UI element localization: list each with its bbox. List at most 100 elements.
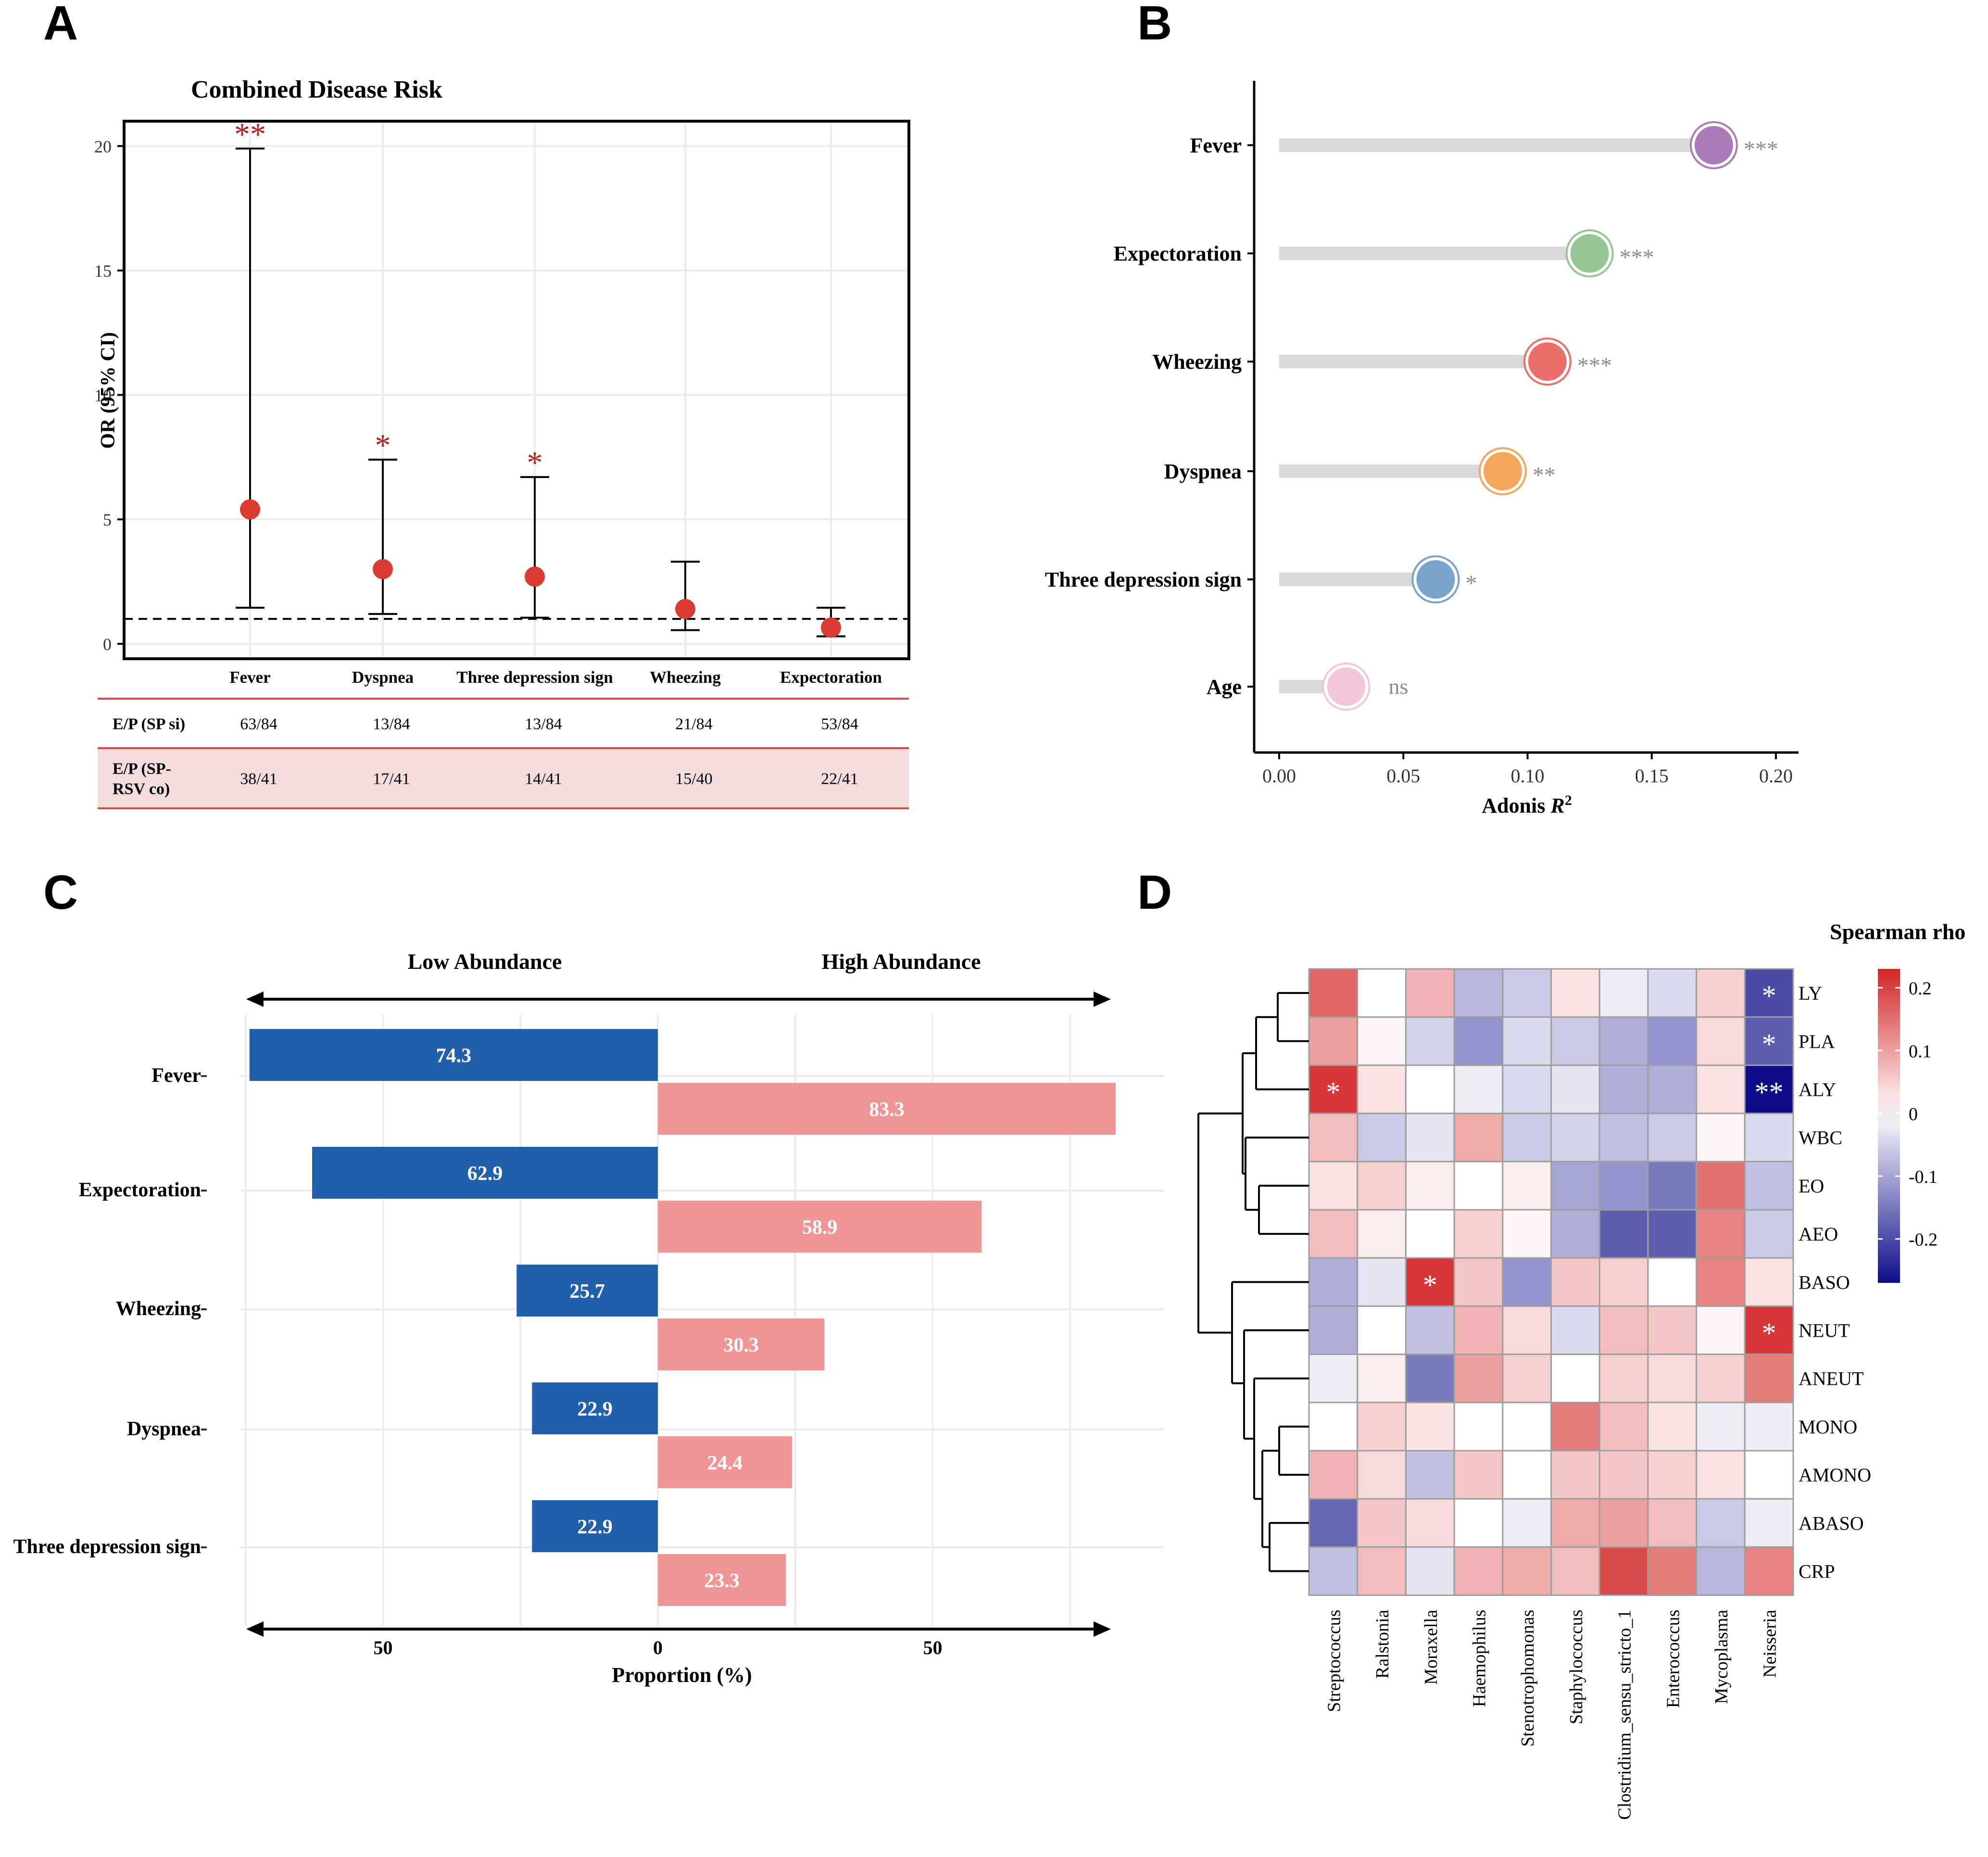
heatmap-cell-pla-staphylococcus [1550, 1016, 1600, 1066]
heatmap-cell-aeo-neisseria [1744, 1209, 1794, 1259]
heatmap-cell-neut-haemophilus [1453, 1305, 1504, 1355]
heatmap-sig-baso-moraxella: * [1423, 1269, 1437, 1301]
y-label-three-depression-sign: Three depression sign [1045, 568, 1242, 591]
row-label-crp: CRP [1799, 1561, 1835, 1582]
heatmap-cell-crp-clostridium-sensu-stricto-1 [1598, 1546, 1649, 1596]
bar-high-dyspnea [658, 1436, 792, 1488]
col-label-haemophilus: Haemophilus [1469, 1610, 1489, 1707]
heatmap-cell-aeo-enterococcus [1647, 1209, 1698, 1259]
heatmap-cell-aly-neisseria [1744, 1064, 1794, 1115]
table-cell-expectoration: 22/41 [821, 770, 858, 788]
heatmap-cell-neut-streptococcus [1308, 1305, 1359, 1355]
bar-low-fever [249, 1029, 658, 1081]
heatmap-cell-pla-clostridium-sensu-stricto-1 [1598, 1016, 1649, 1066]
heatmap-cell-aly-enterococcus [1647, 1064, 1698, 1115]
heatmap-cell-aneut-stenotrophomonas [1502, 1354, 1552, 1404]
heatmap-cell-crp-neisseria [1744, 1546, 1794, 1596]
heatmap-cell-eo-staphylococcus [1550, 1161, 1600, 1211]
col-label-staphylococcus: Staphylococcus [1566, 1610, 1586, 1725]
lollipop-point-age [1327, 667, 1366, 706]
heatmap-cell-pla-streptococcus [1308, 1016, 1359, 1066]
heatmap-cell-baso-clostridium-sensu-stricto-1 [1598, 1257, 1649, 1307]
lollipop-stem-three-depression-sign [1279, 573, 1436, 586]
lollipop-point-expectoration [1570, 234, 1609, 273]
col-label-mycoplasma: Mycoplasma [1711, 1609, 1732, 1704]
heatmap-cell-eo-ralstonia [1357, 1161, 1407, 1211]
heatmap-cell-aneut-neisseria [1744, 1354, 1794, 1404]
panel-label-b: B [1137, 0, 1172, 50]
heatmap-cell-ly-staphylococcus [1550, 968, 1600, 1018]
table-row-header: E/P (SP si) [113, 715, 185, 733]
heatmap-cell-pla-neisseria [1744, 1016, 1794, 1066]
panel-a-title: Combined Disease Risk [191, 76, 442, 103]
table-cell-fever: 63/84 [240, 715, 277, 733]
panel-a-odds-ratio-chart: Combined Disease Risk ** Fever * Dyspnea * Thr… [94, 76, 910, 809]
heatmap-cell-baso-mycoplasma [1696, 1257, 1746, 1307]
heatmap-cell-baso-stenotrophomonas [1502, 1257, 1552, 1307]
bar-high-fever [658, 1083, 1116, 1135]
table-cell-three-depression-sign: 13/84 [525, 715, 562, 733]
panel-c-bottom-arrow-head-right [1094, 1621, 1111, 1637]
x-tick-label-wheezing: Wheezing [650, 668, 721, 687]
heatmap-cell-abaso-clostridium-sensu-stricto-1 [1598, 1498, 1649, 1548]
heatmap-cell-neut-clostridium-sensu-stricto-1 [1598, 1305, 1649, 1355]
heatmap-cell-wbc-neisseria [1744, 1113, 1794, 1163]
row-label-abaso: ABASO [1799, 1512, 1864, 1534]
table-cell-fever: 38/41 [240, 770, 277, 788]
y-label-wheezing: Wheezing [1152, 350, 1242, 374]
heatmap-cell-wbc-mycoplasma [1696, 1113, 1746, 1163]
heatmap-cell-aly-ralstonia [1357, 1064, 1407, 1115]
col-label-ralstonia: Ralstonia [1372, 1609, 1393, 1679]
heatmap-cell-mono-haemophilus [1453, 1402, 1504, 1452]
heatmap-cell-aneut-moraxella [1405, 1354, 1455, 1404]
heatmap-cell-neut-stenotrophomonas [1502, 1305, 1552, 1355]
panel-c-x-axis-label: Proportion (%) [612, 1663, 752, 1687]
significance-wheezing: *** [1577, 353, 1612, 378]
bar-low-three-depression-sign [532, 1500, 658, 1552]
heatmap-cell-aneut-enterococcus [1647, 1354, 1698, 1404]
heatmap-cell-baso-ralstonia [1357, 1257, 1407, 1307]
panel-a-plot-bg [124, 121, 909, 659]
legend-colorbar [1878, 969, 1900, 1283]
panel-label-c: C [43, 866, 78, 919]
heatmap-cell-aly-staphylococcus [1550, 1064, 1600, 1115]
heatmap-cell-abaso-haemophilus [1453, 1498, 1504, 1548]
heatmap-cell-aeo-mycoplasma [1696, 1209, 1746, 1259]
heatmap-cell-aneut-haemophilus [1453, 1354, 1504, 1404]
heatmap-cell-aneut-mycoplasma [1696, 1354, 1746, 1404]
lollipop-point-three-depression-sign [1416, 560, 1455, 599]
heatmap-cell-eo-haemophilus [1453, 1161, 1504, 1211]
heatmap-cell-wbc-moraxella [1405, 1113, 1455, 1163]
significance-fever: *** [1744, 137, 1778, 162]
row-label-aneut: ANEUT [1799, 1368, 1864, 1390]
legend-tick-label: 0.1 [1909, 1041, 1932, 1062]
heatmap-cell-ly-enterococcus [1647, 968, 1698, 1018]
heatmap-cell-aeo-streptococcus [1308, 1209, 1359, 1259]
heatmap-cell-eo-clostridium-sensu-stricto-1 [1598, 1161, 1649, 1211]
heatmap-cell-mono-moraxella [1405, 1402, 1455, 1452]
heatmap-cell-aeo-moraxella [1405, 1209, 1455, 1259]
heatmap-cell-eo-moraxella [1405, 1161, 1455, 1211]
lollipop-stem-fever [1279, 138, 1714, 152]
significance-dyspnea: * [375, 428, 391, 463]
panel-c-abundance-bar-chart: Low Abundance High Abundance 74.3 83.3 Fever… [13, 949, 1164, 1687]
panel-a-y-tick-label: 5 [103, 510, 112, 529]
heatmap-cell-neut-mycoplasma [1696, 1305, 1746, 1355]
heatmap-cell-wbc-staphylococcus [1550, 1113, 1600, 1163]
lollipop-stem-dyspnea [1279, 464, 1503, 478]
row-label-aeo: AEO [1799, 1223, 1838, 1245]
heatmap-cell-mono-neisseria [1744, 1402, 1794, 1452]
x-tick-label-dyspnea: Dyspnea [352, 668, 414, 687]
heatmap-cell-aeo-stenotrophomonas [1502, 1209, 1552, 1259]
row-label-neut: NEUT [1799, 1320, 1850, 1342]
heatmap-cell-aly-haemophilus [1453, 1064, 1504, 1115]
bar-low-wheezing [516, 1265, 658, 1317]
panel-a-y-tick-label: 20 [94, 137, 112, 156]
heatmap-cell-baso-streptococcus [1308, 1257, 1359, 1307]
heatmap-cell-mono-clostridium-sensu-stricto-1 [1598, 1402, 1649, 1452]
heatmap-cell-mono-enterococcus [1647, 1402, 1698, 1452]
heatmap-cell-aly-mycoplasma [1696, 1064, 1746, 1115]
heatmap-cell-aeo-staphylococcus [1550, 1209, 1600, 1259]
heatmap-cell-crp-moraxella [1405, 1546, 1455, 1596]
